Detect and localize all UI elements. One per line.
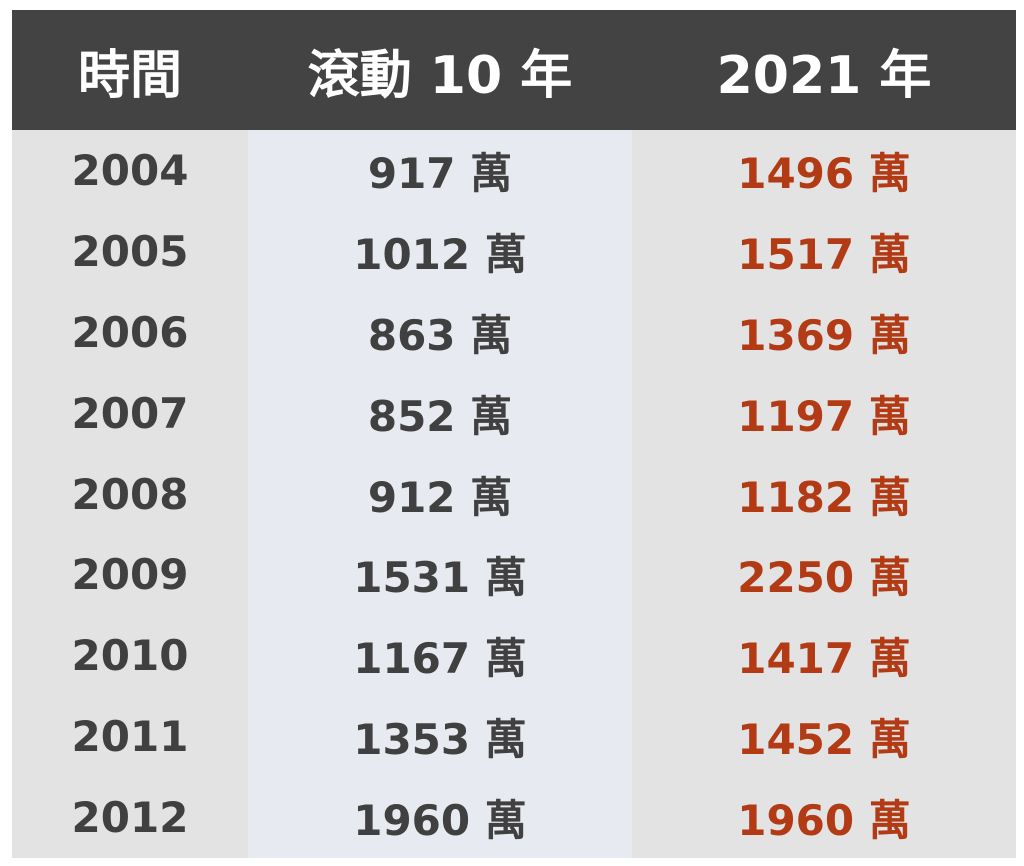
cell-year: 2009 [71,550,189,600]
cell-year: 2007 [71,388,189,438]
cell-2021: 1369 萬 [737,310,911,360]
cell-year: 2008 [71,469,189,519]
cell-2021: 1517 萬 [737,229,911,279]
cell-year: 2005 [71,226,189,276]
column-rolling-10-years: 917 萬 1012 萬 863 萬 852 萬 912 萬 1531 萬 11… [248,130,632,858]
cell-2021: 1197 萬 [737,391,911,441]
cell-2021: 1417 萬 [737,634,911,684]
cell-rolling: 1012 萬 [353,229,527,279]
cell-year: 2012 [71,793,189,843]
table-body: 2004 2005 2006 2007 2008 2009 2010 2011 … [12,130,1016,858]
header-rolling-10-years: 滾動 10 年 [307,45,573,106]
cell-year: 2011 [71,712,189,762]
header-2021: 2021 年 [716,45,932,106]
cell-rolling: 912 萬 [367,472,513,522]
cell-year: 2010 [71,631,189,681]
cell-2021: 1960 萬 [737,796,911,846]
column-time: 2004 2005 2006 2007 2008 2009 2010 2011 … [12,130,248,858]
header-time: 時間 [77,45,182,106]
cell-rolling: 1353 萬 [353,715,527,765]
data-table: 時間 滾動 10 年 2021 年 2004 2005 2006 2007 20… [12,10,1016,858]
cell-rolling: 863 萬 [367,310,513,360]
cell-2021: 1182 萬 [737,472,911,522]
cell-rolling: 1167 萬 [353,634,527,684]
cell-2021: 1452 萬 [737,715,911,765]
cell-rolling: 1531 萬 [353,553,527,603]
cell-rolling: 917 萬 [367,148,513,198]
table-header: 時間 滾動 10 年 2021 年 [12,10,1016,130]
column-2021: 1496 萬 1517 萬 1369 萬 1197 萬 1182 萬 2250 … [632,130,1016,858]
cell-rolling: 1960 萬 [353,796,527,846]
cell-2021: 1496 萬 [737,148,911,198]
cell-year: 2006 [71,307,189,357]
cell-year: 2004 [71,145,189,195]
cell-rolling: 852 萬 [367,391,513,441]
cell-2021: 2250 萬 [737,553,911,603]
